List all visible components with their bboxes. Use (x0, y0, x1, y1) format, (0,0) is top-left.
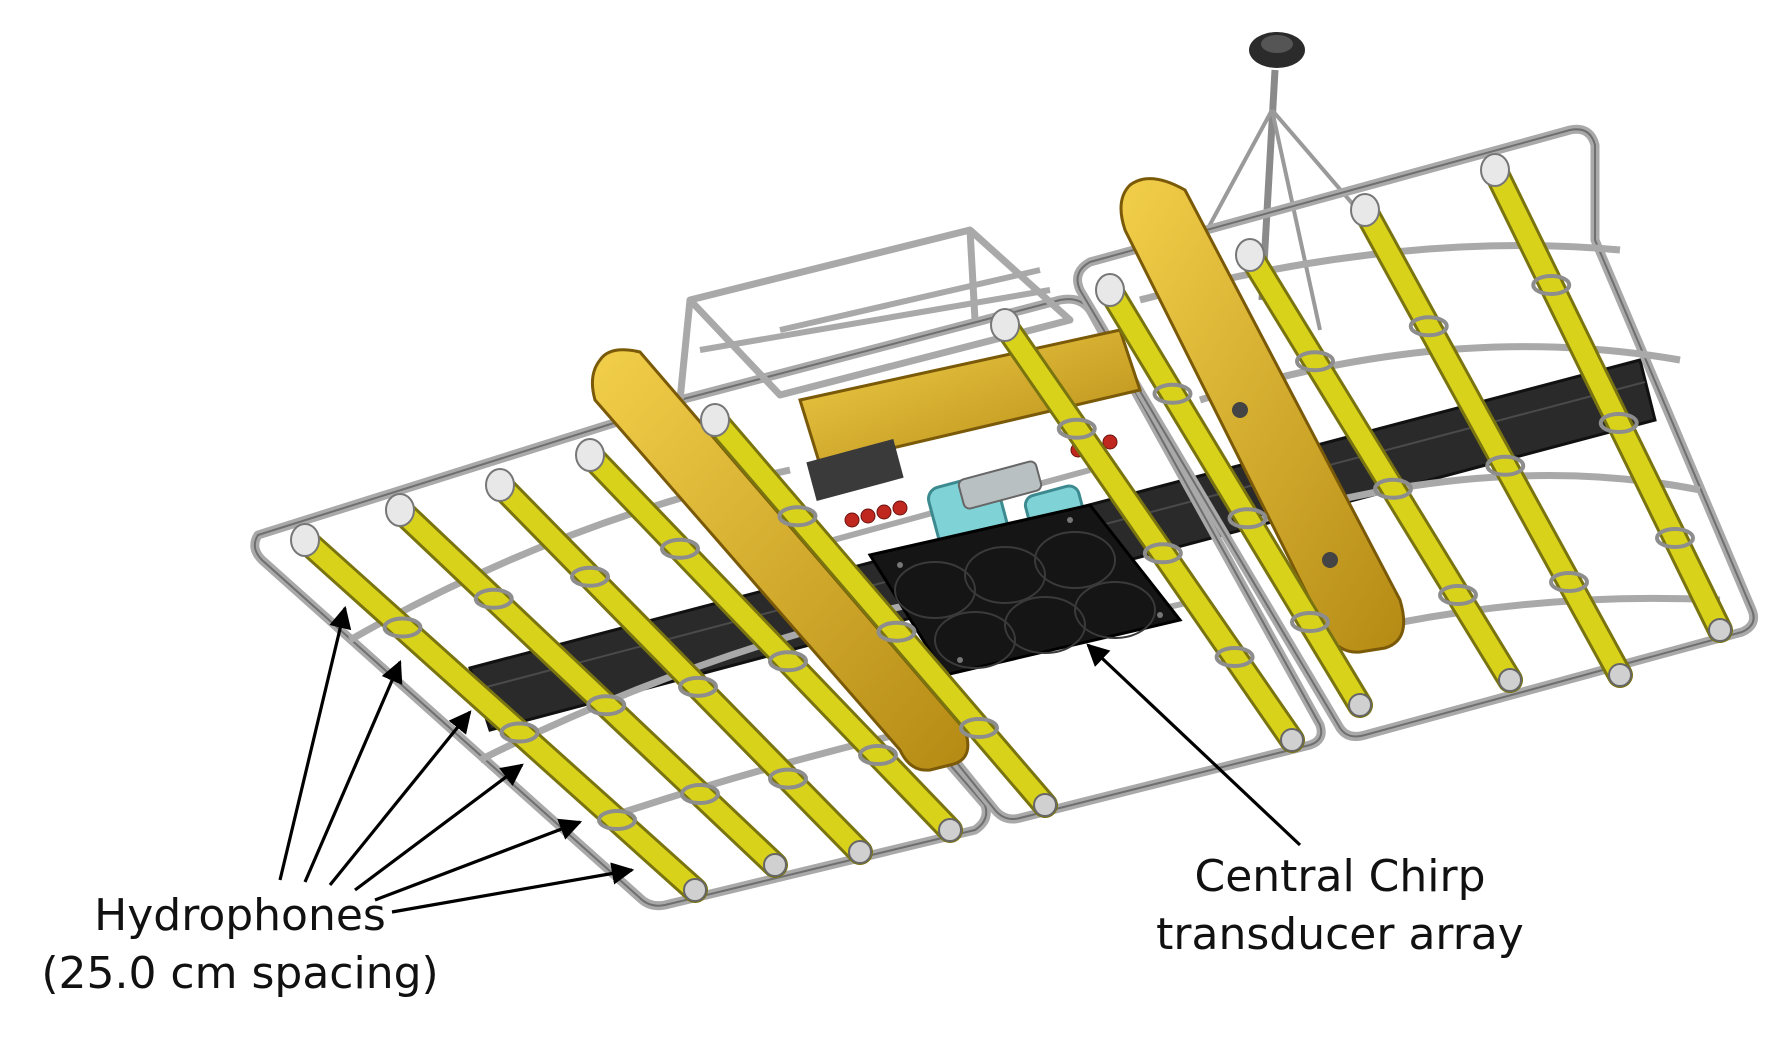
hydrophone-4 (575, 438, 963, 843)
hydrophones-label: Hydrophones (25.0 cm spacing) (30, 887, 450, 1003)
hydrophone-8 (1235, 238, 1523, 693)
hydrophone-7 (1095, 273, 1373, 718)
arrow-2 (303, 659, 403, 883)
arrow-1 (278, 605, 352, 881)
hydrophones-group (290, 153, 1733, 903)
arrow-5 (374, 818, 583, 902)
transducer-label-line2: transducer array (1156, 909, 1524, 960)
hydrophones-label-line2: (25.0 cm spacing) (41, 948, 439, 999)
float-left (590, 348, 970, 772)
arrow-3 (328, 710, 472, 887)
arrow-6 (391, 862, 635, 914)
transducer-arrow (1086, 643, 1302, 847)
hydrophone-9 (1350, 193, 1633, 688)
hydrophone-6 (990, 308, 1305, 753)
hydrophone-arrows (278, 605, 1302, 914)
float-right (1119, 177, 1406, 654)
transducer-label: Central Chirp transducer array (1130, 848, 1550, 964)
hydrophones-label-line1: Hydrophones (94, 890, 386, 941)
hydrophone-10 (1480, 153, 1733, 643)
hydrophone-5 (700, 403, 1058, 818)
transducer-label-line1: Central Chirp (1194, 851, 1486, 902)
hydrophone-1 (290, 523, 708, 903)
hydrophone-2 (385, 493, 788, 878)
chirp-transducer-array (867, 503, 1183, 677)
hydrophone-3 (485, 468, 873, 865)
arrow-4 (354, 763, 524, 892)
